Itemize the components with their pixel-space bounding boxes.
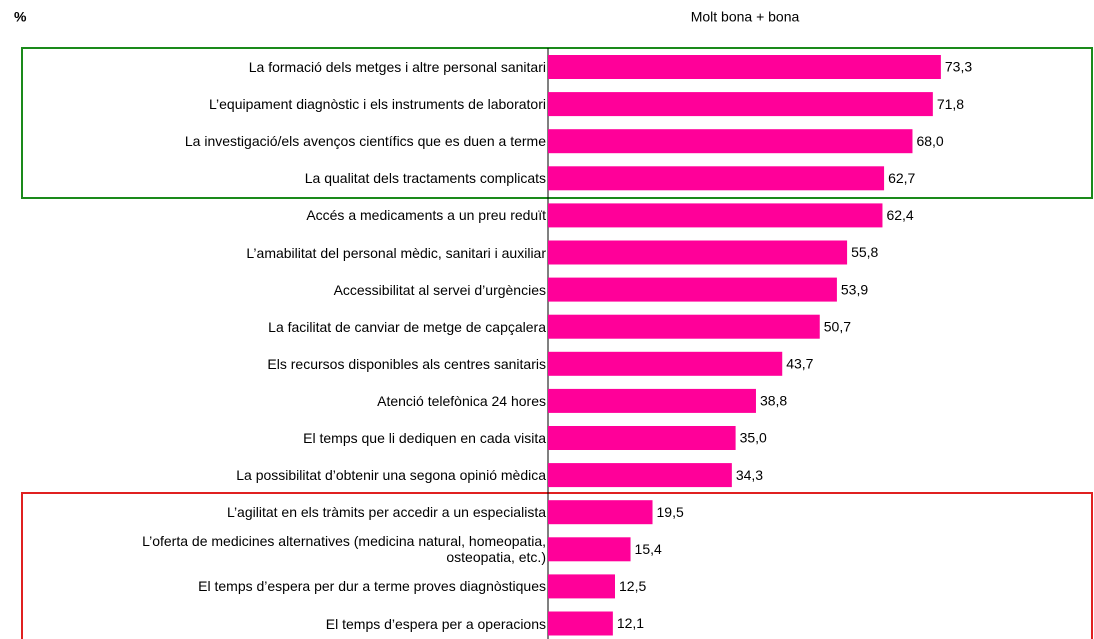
category-label: L’equipament diagnòstic i els instrument… [209, 96, 546, 113]
category-label: La possibilitat d’obtenir una segona opi… [236, 467, 546, 484]
value-label: 38,8 [760, 393, 787, 409]
category-label: El temps d’espera per a operacions [325, 615, 546, 632]
value-label: 35,0 [740, 430, 767, 446]
bar [548, 240, 848, 265]
highlight-box-green [21, 47, 1093, 199]
value-label: 62,4 [886, 207, 913, 223]
chart-title: % [14, 9, 27, 25]
bar [548, 314, 820, 339]
category-label: La facilitat de canviar de metge de capç… [268, 318, 546, 335]
bar [548, 277, 837, 302]
bar [548, 166, 885, 191]
category-label: Atenció telefònica 24 hores [377, 392, 546, 409]
category-label: L’amabilitat del personal mèdic, sanitar… [246, 244, 546, 261]
value-label: 53,9 [841, 281, 868, 297]
value-label: 73,3 [945, 59, 972, 75]
category-label: Accessibilitat al servei d’urgències [333, 281, 546, 298]
highlight-box-red [21, 492, 1093, 639]
value-label: 43,7 [786, 356, 813, 372]
value-label: 62,7 [888, 170, 915, 186]
value-label: 55,8 [851, 244, 878, 260]
category-label: La investigació/els avenços científics q… [184, 133, 546, 150]
bar [548, 129, 913, 154]
value-label: 68,0 [916, 133, 943, 149]
bar [548, 500, 653, 525]
bar [548, 574, 615, 599]
value-label: 15,4 [635, 541, 662, 557]
category-label: La formació dels metges i altre personal… [248, 59, 546, 75]
bar [548, 203, 883, 228]
bar [548, 537, 631, 562]
category-label: L’agilitat en els tràmits per accedir a … [226, 504, 546, 521]
series-name: Molt bona + bona [691, 9, 800, 25]
value-label: 34,3 [736, 467, 763, 483]
category-label: Els recursos disponibles als centres san… [267, 355, 546, 372]
category-label: Accés a medicaments a un preu reduït [306, 207, 546, 224]
category-label: El temps d’espera per dur a terme proves… [198, 578, 546, 595]
bar [548, 463, 732, 488]
bar [548, 55, 941, 79]
value-label: 19,5 [657, 504, 684, 520]
value-label: 50,7 [824, 318, 851, 334]
bar [548, 92, 933, 117]
category-label: El temps que li dediquen en cada visita [303, 430, 546, 446]
bar [548, 351, 783, 376]
bar [548, 426, 736, 450]
value-label: 12,5 [619, 578, 646, 594]
value-label: 71,8 [937, 96, 964, 112]
bar [548, 611, 613, 636]
category-label: La qualitat dels tractaments complicats [304, 170, 546, 187]
value-label: 12,1 [617, 615, 644, 631]
category-label: L’oferta de medicines alternatives (medi… [142, 533, 546, 566]
bar [548, 388, 756, 413]
